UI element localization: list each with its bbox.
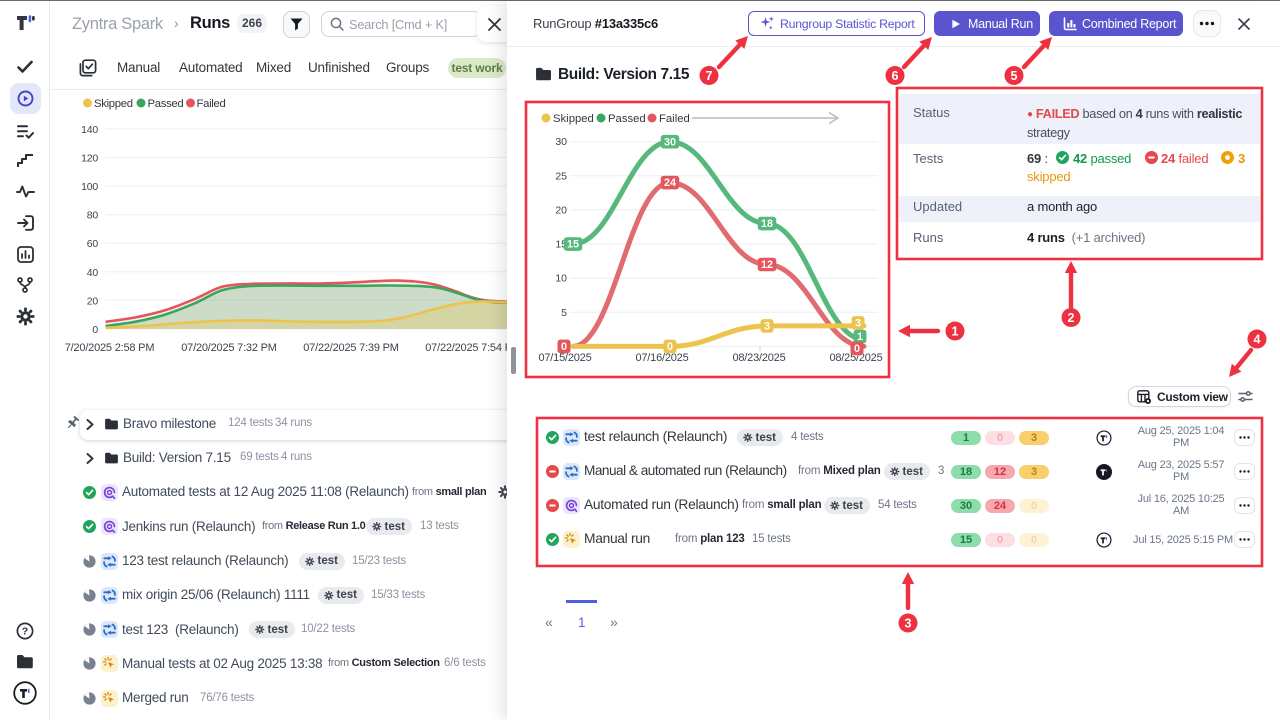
svg-text:20: 20 [555,204,567,216]
svg-text:Skipped: Skipped [553,113,594,125]
svg-text:7: 7 [706,69,713,83]
svg-text:0: 0 [561,341,567,353]
svg-text:07/22/2025 7:39 PM: 07/22/2025 7:39 PM [303,342,399,354]
svg-text:1: 1 [952,324,959,338]
svg-text:Failed: Failed [197,98,226,110]
svg-text:30: 30 [664,136,676,148]
svg-text:25: 25 [555,170,567,182]
svg-text:15: 15 [555,239,567,251]
svg-text:0: 0 [854,343,860,355]
svg-text:0: 0 [667,341,673,353]
svg-text:12: 12 [761,259,773,271]
svg-text:20: 20 [87,295,99,307]
svg-text:07/15/2025: 07/15/2025 [538,352,591,364]
svg-text:Skipped: Skipped [94,98,133,110]
svg-text:7/20/2025 2:58 PM: 7/20/2025 2:58 PM [65,342,155,354]
svg-text:15: 15 [567,239,579,251]
svg-text:80: 80 [87,210,99,222]
svg-text:07/22/2025 7:54 PM: 07/22/2025 7:54 PM [425,342,508,354]
svg-text:3: 3 [855,318,861,330]
svg-text:40: 40 [87,267,99,279]
svg-text:07/20/2025 7:32 PM: 07/20/2025 7:32 PM [181,342,277,354]
svg-text:3: 3 [764,321,770,333]
svg-text:140: 140 [81,124,98,136]
svg-text:07/16/2025: 07/16/2025 [635,352,688,364]
svg-text:10: 10 [555,273,567,285]
svg-text:5: 5 [561,307,567,319]
svg-text:08/25/2025: 08/25/2025 [829,352,882,364]
svg-text:24: 24 [664,177,676,189]
svg-text:30: 30 [555,136,567,148]
svg-text:Passed: Passed [608,113,646,125]
svg-text:Failed: Failed [659,113,690,125]
svg-text:3: 3 [905,616,912,630]
svg-text:60: 60 [87,238,99,250]
svg-text:Passed: Passed [148,98,184,110]
svg-text:6: 6 [892,69,899,83]
svg-text:1: 1 [857,331,863,343]
svg-text:0: 0 [92,324,98,336]
svg-text:18: 18 [761,218,773,230]
svg-text:5: 5 [1011,69,1018,83]
svg-text:120: 120 [81,153,98,165]
svg-text:08/23/2025: 08/23/2025 [732,352,785,364]
svg-text:100: 100 [81,181,98,193]
svg-text:?: ? [22,626,28,638]
svg-text:4: 4 [1254,332,1261,346]
svg-text:2: 2 [1068,311,1075,325]
